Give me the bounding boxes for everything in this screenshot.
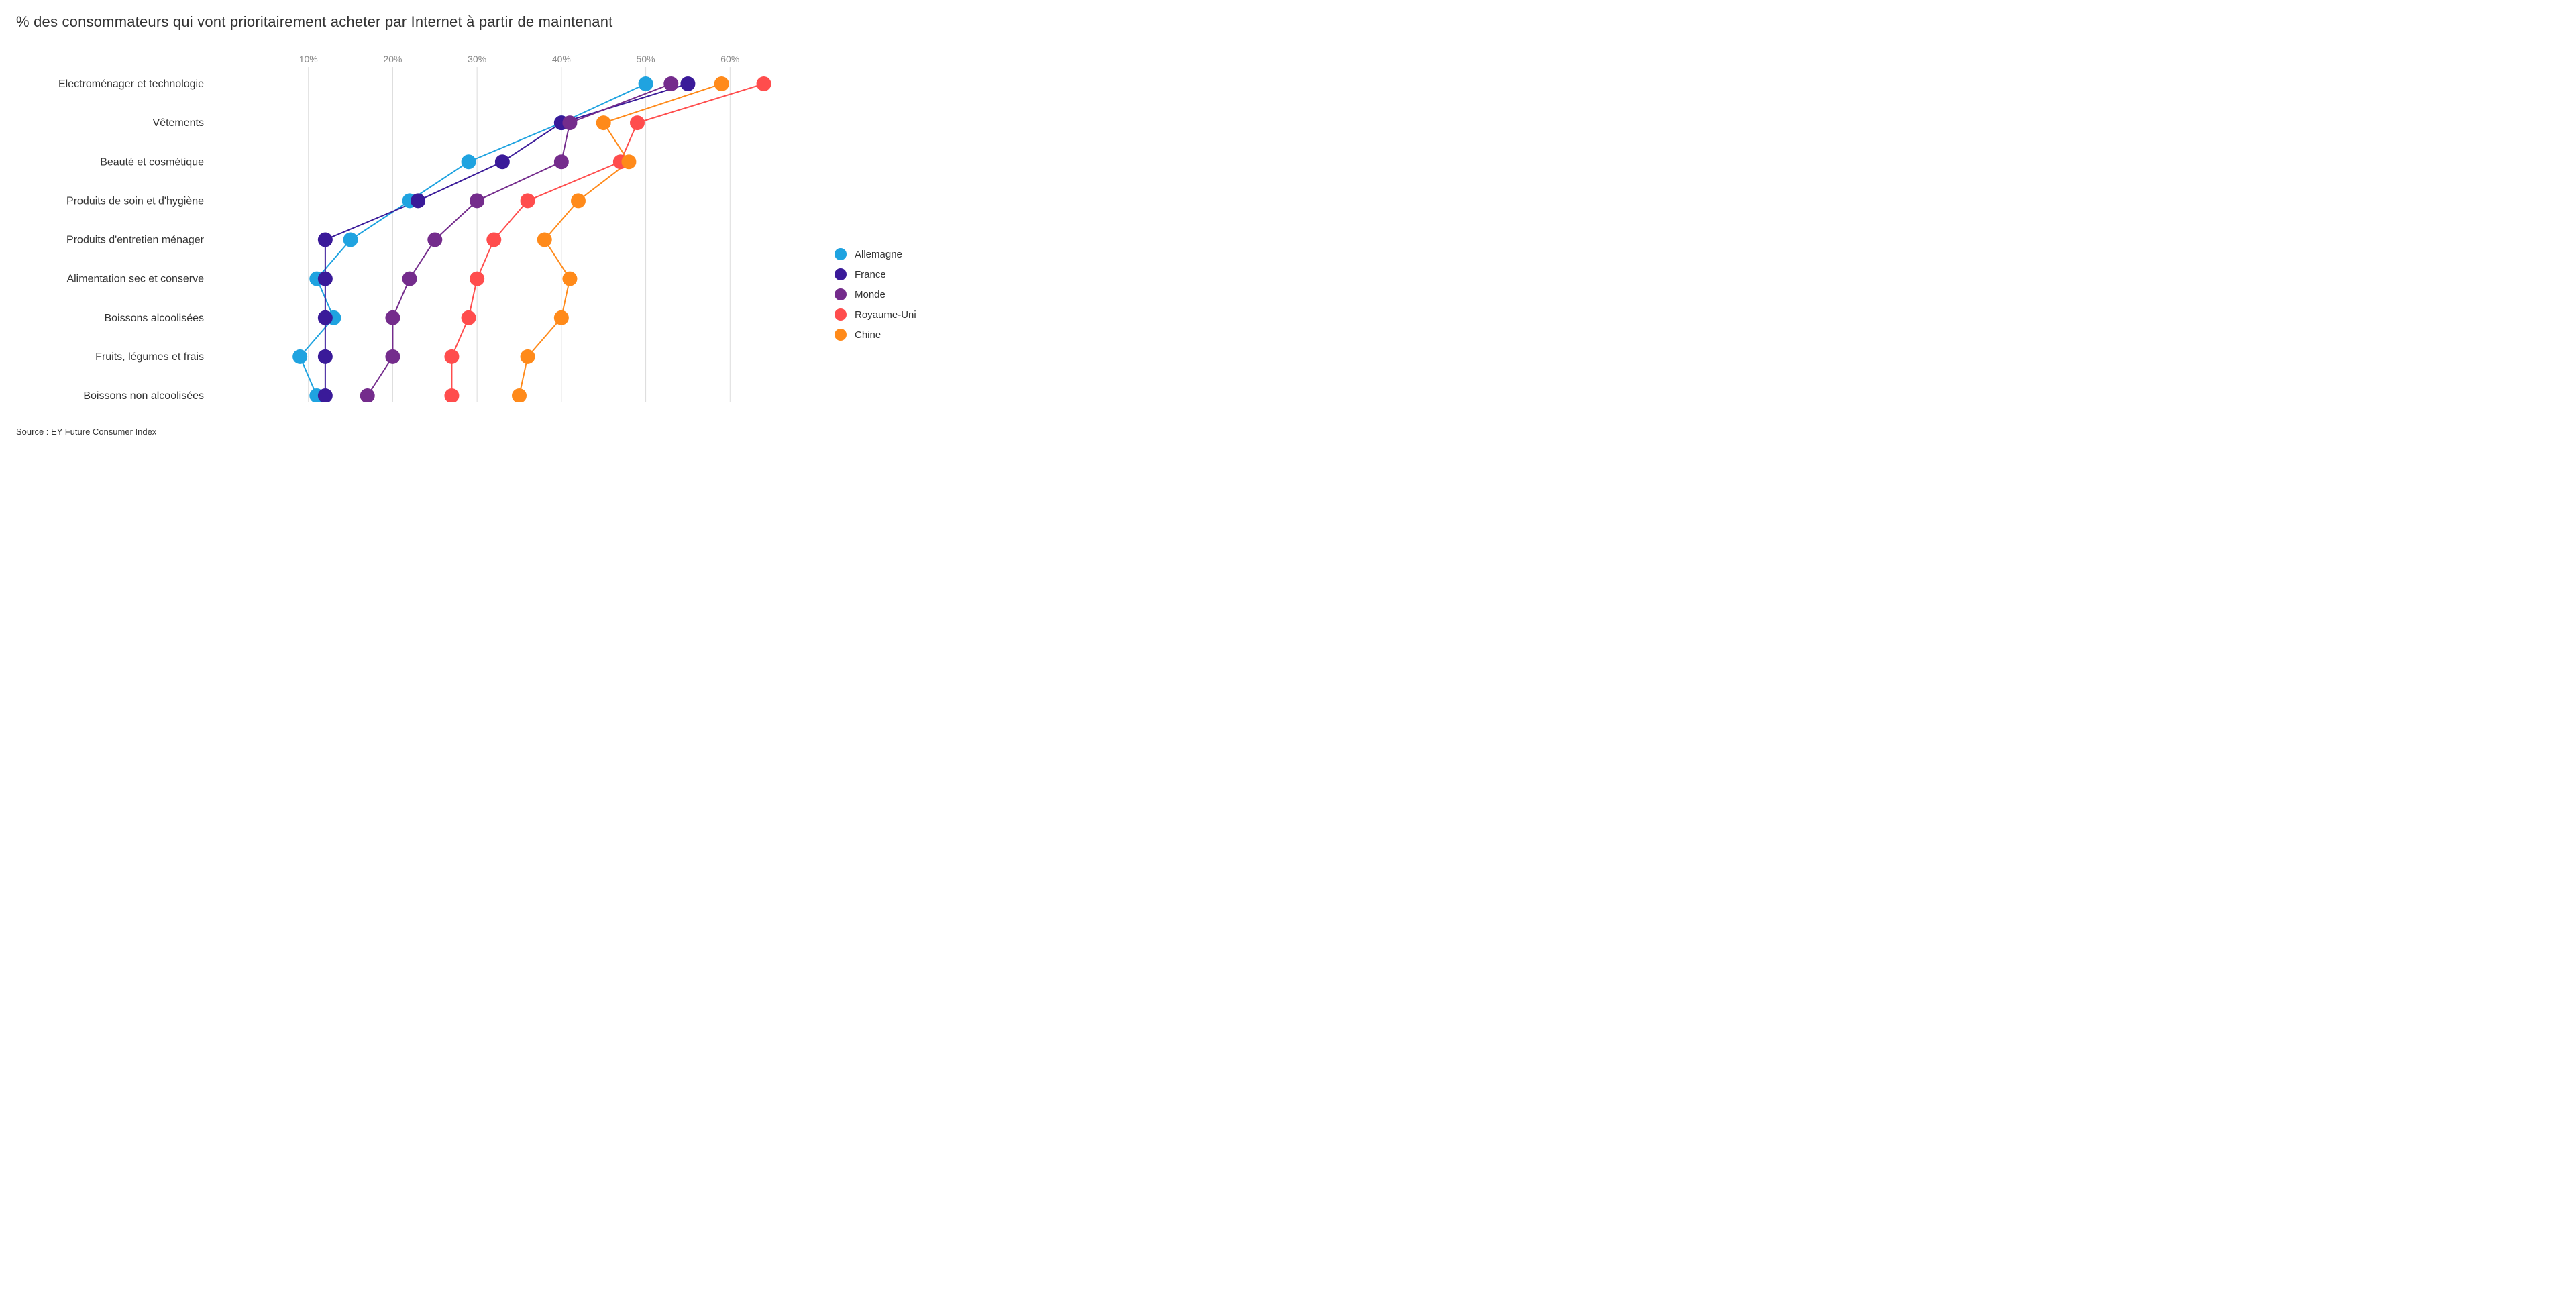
legend-dot-icon	[835, 268, 847, 280]
series-marker	[470, 193, 484, 208]
chart-title: % des consommateurs qui vont prioritaire…	[16, 13, 961, 31]
series-marker	[462, 310, 476, 325]
series-marker	[360, 388, 375, 402]
category-label: Alimentation sec et conserve	[66, 274, 204, 285]
series-marker	[318, 349, 333, 364]
series-marker	[444, 349, 459, 364]
legend-dot-icon	[835, 329, 847, 341]
series-marker	[411, 193, 425, 208]
series-marker	[639, 76, 653, 91]
legend-label: Royaume-Uni	[855, 309, 916, 321]
category-label: Electroménager et technologie	[58, 78, 204, 90]
series-marker	[663, 76, 678, 91]
series-marker	[621, 154, 636, 169]
series-marker	[318, 233, 333, 247]
legend-item: Royaume-Uni	[835, 308, 916, 321]
x-tick-label: 40%	[552, 54, 571, 64]
series-marker	[571, 193, 586, 208]
series-marker	[630, 115, 645, 130]
x-tick-label: 30%	[468, 54, 486, 64]
series-marker	[444, 388, 459, 402]
series-marker	[714, 76, 729, 91]
series-marker	[470, 272, 484, 286]
series-marker	[385, 349, 400, 364]
legend-dot-icon	[835, 288, 847, 300]
series-marker	[680, 76, 695, 91]
x-tick-label: 20%	[383, 54, 402, 64]
category-label: Boissons non alcoolisées	[83, 390, 204, 402]
series-marker	[562, 115, 577, 130]
series-marker	[495, 154, 510, 169]
legend-label: Allemagne	[855, 249, 902, 260]
dot-plot-chart: 10% 20% 30% 40% 50% 60% Electroménager et tech…	[16, 47, 821, 402]
series-marker	[537, 233, 552, 247]
category-label: Produits de soin et d'hygiène	[66, 195, 204, 207]
series-marker	[318, 272, 333, 286]
category-label: Fruits, légumes et frais	[95, 351, 204, 363]
series-marker	[521, 193, 535, 208]
series-marker	[427, 233, 442, 247]
legend-label: Chine	[855, 329, 881, 341]
chart-container: 10% 20% 30% 40% 50% 60% Electroménager et tech…	[16, 47, 961, 402]
x-tick-label: 50%	[637, 54, 655, 64]
series-marker	[462, 154, 476, 169]
source-caption: Source : EY Future Consumer Index	[16, 427, 961, 437]
legend-dot-icon	[835, 308, 847, 321]
series-marker	[757, 76, 771, 91]
category-label: Beauté et cosmétique	[100, 156, 204, 168]
legend-item: France	[835, 268, 916, 280]
series-marker	[385, 310, 400, 325]
series-marker	[402, 272, 417, 286]
category-label: Boissons alcoolisées	[104, 313, 204, 324]
legend-dot-icon	[835, 248, 847, 260]
series-marker	[343, 233, 358, 247]
series-marker	[292, 349, 307, 364]
legend-label: France	[855, 269, 886, 280]
x-tick-label: 60%	[720, 54, 739, 64]
category-label: Vêtements	[153, 117, 204, 129]
series-marker	[562, 272, 577, 286]
legend-item: Allemagne	[835, 248, 916, 260]
series-marker	[318, 388, 333, 402]
series-marker	[512, 388, 527, 402]
category-label: Produits d'entretien ménager	[66, 235, 205, 246]
legend-item: Monde	[835, 288, 916, 300]
series-marker	[521, 349, 535, 364]
series-marker	[596, 115, 611, 130]
legend-label: Monde	[855, 289, 885, 300]
legend-item: Chine	[835, 329, 916, 341]
legend: Allemagne France Monde Royaume-Uni Chine	[835, 248, 916, 349]
series-marker	[554, 310, 569, 325]
series-marker	[318, 310, 333, 325]
series-marker	[554, 154, 569, 169]
x-tick-label: 10%	[299, 54, 318, 64]
series-marker	[486, 233, 501, 247]
